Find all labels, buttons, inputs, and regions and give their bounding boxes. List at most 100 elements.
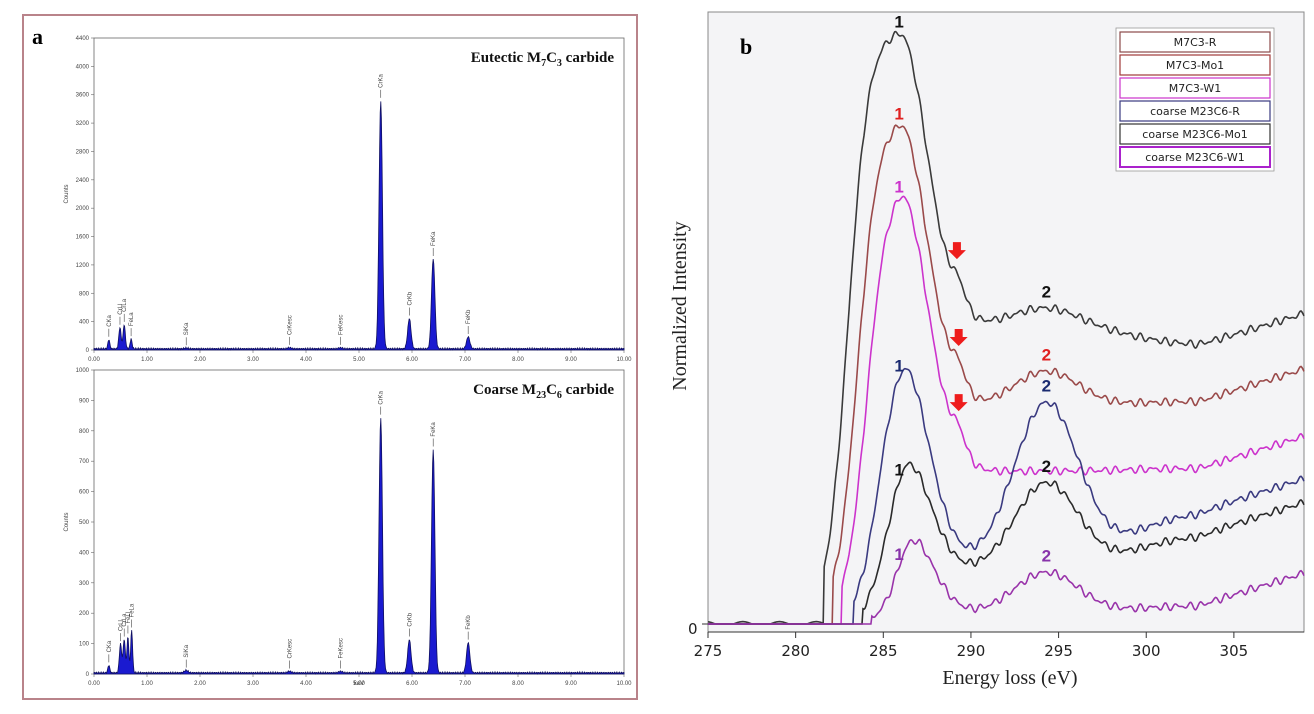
x-tick-label: 275 [694, 642, 723, 660]
eds-plot-frame [93, 37, 625, 351]
x-axis: 275 280 285 290 295 300 305 [694, 623, 1304, 660]
peak-label: FeKa [431, 422, 437, 437]
x-tick-label: 280 [781, 642, 810, 660]
panel-b-label: b [740, 34, 752, 59]
y-tick-label: 600 [79, 490, 90, 496]
x-tick-label: 285 [869, 642, 898, 660]
peak-label: FeKesc [338, 638, 344, 658]
peak-1-label: 1 [894, 13, 903, 32]
y-tick-label: 0 [86, 348, 90, 354]
peak-label: CrKesc [288, 639, 294, 659]
y-tick-label: 1600 [76, 235, 90, 241]
legend-entry [1119, 54, 1271, 76]
peak-1-label: 1 [894, 105, 903, 124]
y-tick-label: 400 [79, 320, 90, 326]
red-arrow-icon [947, 242, 966, 260]
eds-spectrum [93, 418, 625, 675]
y-tick-label: 0 [86, 672, 90, 678]
x-tick-label: 6.00 [406, 681, 418, 687]
y-tick-label: 3200 [76, 121, 90, 127]
panel-b: b 1 2 1 2 1 1 2 1 2 1 2 275 280 285 290 295 300 305 M7C3… [660, 6, 1310, 706]
peak-label: FeLa [130, 603, 136, 617]
legend-entry [1119, 100, 1271, 122]
x-tick-label: 9.00 [565, 681, 577, 687]
legend-label: M7C3-W1 [1169, 82, 1222, 95]
legend-label: M7C3-R [1174, 36, 1217, 49]
peak-label: SiKa [184, 322, 190, 335]
x-tick-label: 290 [957, 642, 986, 660]
x-axis-title: keV [354, 681, 364, 687]
y-tick-label: 4400 [76, 36, 90, 42]
eds-plot-frame [93, 369, 625, 675]
x-tick-label: 3.00 [247, 357, 259, 363]
x-tick-label: 2.00 [194, 681, 206, 687]
x-tick-label: 4.00 [300, 681, 312, 687]
panel-a: a 0 400 800 1200 1600 2000 2400 2800 3200 3600 400… [22, 14, 638, 700]
y-tick-label: 4000 [76, 64, 90, 70]
peak-label: FeKa [431, 231, 437, 246]
peak-label: CrLl [118, 304, 124, 315]
peak-label: CrLa [122, 613, 128, 627]
peak-label: CrKa [379, 390, 385, 404]
y-tick-label: 900 [79, 398, 90, 404]
y-axis-title: Counts [64, 184, 70, 203]
red-arrow-icon [949, 394, 968, 412]
x-tick-label: 10.00 [616, 681, 632, 687]
legend-label: M7C3-Mo1 [1166, 59, 1224, 72]
x-tick-label: 10.00 [616, 357, 632, 363]
x-tick-label: 4.00 [300, 357, 312, 363]
eels-series-group [707, 30, 1305, 625]
peak-2-label: 2 [1042, 377, 1051, 396]
x-tick-label: 0.00 [88, 357, 100, 363]
x-tick-label: 295 [1044, 642, 1073, 660]
x-axis-title: Energy loss (eV) [942, 667, 1077, 689]
arrow-markers-group [947, 242, 968, 412]
peak-label: CrKb [407, 291, 413, 305]
y-tick-label: 200 [79, 611, 90, 617]
y-tick-label: 300 [79, 581, 90, 587]
peak-label: FeLa [129, 312, 135, 326]
eds-chart-eutectic: 0 400 800 1200 1600 2000 2400 2800 3200 3600 4000 4… [64, 36, 632, 363]
x-tick-label: 5.00 [353, 681, 365, 687]
y-axis-title: Normalized Intensity [669, 221, 691, 390]
x-tick-label: 0.00 [88, 681, 100, 687]
x-tick-label: 3.00 [247, 681, 259, 687]
legend-label: coarse M23C6-R [1150, 105, 1240, 118]
peak-label: CKa [107, 314, 113, 326]
peak-2-label: 2 [1042, 457, 1051, 476]
x-tick-label: 8.00 [512, 357, 524, 363]
eds-chart-title: Eutectic M7C3 carbide [471, 50, 615, 69]
y-tick-label: 700 [79, 459, 90, 465]
eds-spectra: a 04008001200160020002400280032003600400… [32, 24, 632, 687]
peak-label: CrKesc [288, 315, 294, 335]
y-tick-label: 400 [79, 550, 90, 556]
y-tick-label: 800 [79, 429, 90, 435]
eds-spectrum [93, 101, 625, 351]
eds-chart-title: Coarse M23C6 carbide [473, 382, 614, 401]
peak-1-label: 1 [894, 545, 903, 564]
eels-series-line [708, 538, 1305, 625]
y-tick-label: 1000 [76, 368, 90, 374]
x-tick-label: 1.00 [141, 357, 153, 363]
y-tick-label: 2800 [76, 149, 90, 155]
peak-2-label: 2 [1042, 547, 1051, 566]
y-tick-label: 3600 [76, 93, 90, 99]
y-tick-label: 2400 [76, 178, 90, 184]
x-tick-label: 2.00 [194, 357, 206, 363]
y-axis-title: Counts [64, 512, 70, 531]
red-arrow-icon [949, 328, 968, 346]
peak-label: CrKb [407, 612, 413, 626]
x-tick-label: 1.00 [141, 681, 153, 687]
legend-entry [1119, 123, 1271, 145]
x-tick-label: 7.00 [459, 681, 471, 687]
x-tick-label: 8.00 [512, 681, 524, 687]
panel-a-label: a [32, 24, 43, 49]
peak-label: FeKesc [338, 315, 344, 335]
peak-label: SiKa [184, 644, 190, 657]
y-tick-label: 800 [79, 291, 90, 297]
eels-chart: b 1 2 1 2 1 1 2 1 2 1 2 275 280 285 290 295 300 305 M7C3… [669, 11, 1305, 689]
peak-label: FeKb [466, 615, 472, 630]
peak-label: CrLl [119, 620, 125, 631]
legend-entry [1119, 31, 1271, 53]
peak-2-label: 2 [1042, 346, 1051, 365]
